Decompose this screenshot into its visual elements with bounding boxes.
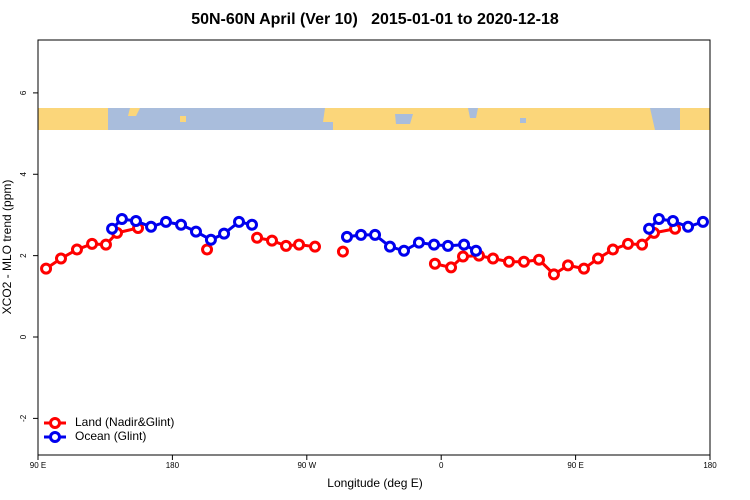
series-line (346, 233, 477, 253)
map-strip (38, 108, 710, 130)
data-point (636, 238, 649, 251)
data-point (54, 252, 67, 265)
data-point (502, 255, 515, 268)
data-point (309, 240, 322, 253)
y-tick-label: -2 (19, 414, 28, 422)
data-point (428, 257, 441, 270)
legend-label: Land (Nadir&Glint) (75, 415, 174, 429)
data-point (189, 225, 202, 238)
data-point (682, 220, 695, 233)
data-point (412, 236, 425, 249)
x-tick-label: 180 (703, 461, 717, 470)
data-point (40, 262, 53, 275)
data-point (398, 244, 411, 257)
legend-label: Ocean (Glint) (75, 429, 146, 443)
data-point (340, 230, 353, 243)
x-tick-label: 90 W (297, 461, 316, 470)
data-point (469, 244, 482, 257)
data-point (115, 213, 128, 226)
data-point (86, 237, 99, 250)
data-point (666, 215, 679, 228)
data-point (336, 245, 349, 258)
legend-marker (49, 417, 61, 429)
y-tick-label: 2 (19, 253, 28, 258)
data-point (145, 220, 158, 233)
data-point (175, 218, 188, 231)
data-point (251, 231, 264, 244)
plot-frame (37, 39, 711, 456)
data-point (606, 243, 619, 256)
data-point (561, 259, 574, 272)
y-tick-label: 0 (19, 334, 28, 339)
data-point (441, 239, 454, 252)
data-point (218, 227, 231, 240)
data-point (369, 228, 382, 241)
data-point (245, 218, 258, 231)
y-tick-label: 6 (19, 90, 28, 95)
data-point (696, 215, 709, 228)
data-point (355, 228, 368, 241)
data-point (487, 252, 500, 265)
x-tick-label: 0 (439, 461, 444, 470)
data-point (99, 238, 112, 251)
data-point (159, 215, 172, 228)
data-point (652, 213, 665, 226)
data-point (643, 222, 656, 235)
data-point (106, 222, 119, 235)
data-point (201, 243, 214, 256)
data-point (457, 250, 470, 263)
data-point (622, 237, 635, 250)
data-point (383, 240, 396, 253)
x-tick-label: 180 (166, 461, 180, 470)
data-point (445, 261, 458, 274)
data-point (233, 215, 246, 228)
x-axis-label: Longitude (deg E) (327, 476, 422, 490)
legend-marker (49, 431, 61, 443)
x-tick-label: 90 E (30, 461, 46, 470)
data-point (280, 239, 293, 252)
y-tick-label: 4 (19, 171, 28, 176)
chart-title: 50N-60N April (Ver 10) 2015-01-01 to 202… (191, 11, 559, 28)
data-point (129, 215, 142, 228)
data-point (204, 233, 217, 246)
data-point (70, 243, 83, 256)
data-point (533, 253, 546, 266)
data-point (517, 255, 530, 268)
data-point (428, 238, 441, 251)
y-axis-label: XCO2 - MLO trend (ppm) (0, 180, 14, 315)
data-point (592, 252, 604, 265)
data-point (458, 238, 471, 251)
data-point (266, 234, 279, 247)
data-point (547, 268, 560, 281)
x-tick-label: 90 E (567, 461, 583, 470)
data-point (577, 262, 590, 275)
data-point (293, 238, 306, 251)
